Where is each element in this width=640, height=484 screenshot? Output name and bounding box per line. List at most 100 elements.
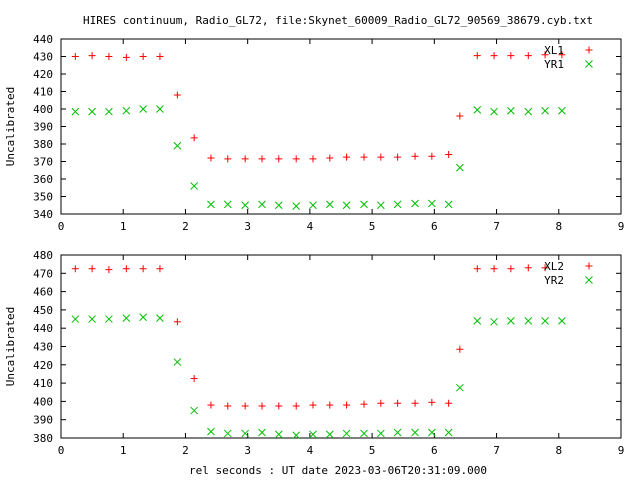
data-point xyxy=(88,315,96,323)
top-panel: 0 1 2 3 4 5 6 7 8 9 340 350 360 370 380 390 400 410 420 430… xyxy=(4,33,624,233)
data-point xyxy=(376,429,385,438)
data-point xyxy=(275,155,283,163)
data-point xyxy=(558,51,566,59)
data-point xyxy=(241,429,250,438)
data-point xyxy=(377,153,385,161)
x-tick-label: 9 xyxy=(618,444,625,457)
data-point xyxy=(507,106,515,115)
x-tick-label: 0 xyxy=(58,444,65,457)
x-tick-label: 7 xyxy=(493,444,500,457)
data-point xyxy=(71,315,80,323)
x-tick-label: 9 xyxy=(618,220,625,233)
y-tick-label: 450 xyxy=(33,304,53,317)
data-point xyxy=(524,107,533,116)
data-point xyxy=(541,106,549,115)
data-point xyxy=(258,428,266,437)
data-point xyxy=(173,91,181,99)
data-point xyxy=(190,375,198,383)
data-point xyxy=(309,155,317,163)
x-tick-label: 6 xyxy=(431,444,438,457)
data-point xyxy=(274,201,283,210)
data-point xyxy=(309,401,317,409)
y-axis-label: Uncalibrated xyxy=(4,87,17,166)
data-point xyxy=(207,154,215,162)
data-point xyxy=(360,429,368,438)
data-point xyxy=(376,201,385,210)
data-point xyxy=(541,317,549,325)
legend-entry: XL1 xyxy=(544,44,593,57)
data-point xyxy=(473,265,481,273)
legend-marker xyxy=(585,276,593,284)
data-point xyxy=(444,428,453,437)
bottom-panel: 0 1 2 3 4 5 6 7 8 9 380 390 400 410 420 430 440 450 460 470… xyxy=(4,249,624,457)
data-point xyxy=(258,155,266,163)
legend-entry: XL2 xyxy=(544,260,593,273)
plot-frame xyxy=(60,38,622,215)
chart-title: HIRES continuum, Radio_GL72, file:Skynet… xyxy=(83,14,593,27)
legend-entry: YR2 xyxy=(544,274,593,287)
x-tick-label: 8 xyxy=(555,220,562,233)
data-point xyxy=(190,134,198,142)
data-point xyxy=(394,153,402,161)
x-tick-label: 5 xyxy=(369,220,376,233)
data-point xyxy=(71,265,79,273)
data-point xyxy=(122,53,130,61)
data-point xyxy=(139,313,147,322)
data-point xyxy=(360,153,368,161)
data-point xyxy=(456,112,464,120)
data-point xyxy=(88,52,96,60)
y-tick-label: 390 xyxy=(33,121,53,134)
data-point xyxy=(456,345,464,353)
y-tick-label: 420 xyxy=(33,359,53,372)
legend-label: YR1 xyxy=(544,58,564,71)
legend-label: XL1 xyxy=(544,44,564,57)
data-point xyxy=(524,52,532,60)
data-point xyxy=(490,265,498,273)
x-tick-label: 8 xyxy=(555,444,562,457)
data-point xyxy=(71,107,80,116)
data-point xyxy=(275,402,283,410)
data-point xyxy=(122,106,131,115)
data-point xyxy=(507,52,515,60)
x-tick-label: 3 xyxy=(244,444,251,457)
data-point xyxy=(455,163,464,172)
data-point xyxy=(173,358,182,366)
data-point xyxy=(156,265,164,273)
x-tick-label: 7 xyxy=(493,220,500,233)
y-tick-label: 470 xyxy=(33,267,53,280)
y-tick-label: 410 xyxy=(33,86,53,99)
y-tick-label: 440 xyxy=(33,33,53,46)
data-point xyxy=(207,427,215,436)
x-tick-label: 4 xyxy=(307,444,314,457)
data-point xyxy=(309,201,317,210)
y-tick-label: 350 xyxy=(33,191,53,204)
data-point xyxy=(258,200,266,209)
data-point xyxy=(326,154,334,162)
data-point xyxy=(207,401,215,409)
y-tick-label: 390 xyxy=(33,414,53,427)
data-point xyxy=(394,399,402,407)
data-point xyxy=(524,264,532,272)
data-point xyxy=(445,399,453,407)
data-point xyxy=(541,51,549,59)
data-point xyxy=(558,106,566,115)
data-point xyxy=(473,52,481,60)
data-point xyxy=(411,428,419,437)
x-tick-label: 3 xyxy=(244,220,251,233)
data-point xyxy=(411,399,419,407)
data-point xyxy=(558,317,566,325)
data-point xyxy=(223,429,232,438)
series-YR1 xyxy=(71,105,566,210)
x-tick-label: 5 xyxy=(369,444,376,457)
legend-marker xyxy=(585,262,593,270)
data-point xyxy=(156,105,164,113)
data-point xyxy=(156,314,164,322)
y-tick-label: 370 xyxy=(33,156,53,169)
data-point xyxy=(427,199,436,208)
y-tick-label: 440 xyxy=(33,322,53,335)
data-point xyxy=(139,105,147,113)
data-point xyxy=(88,265,96,273)
y-tick-label: 340 xyxy=(33,208,53,221)
data-point xyxy=(224,155,232,163)
